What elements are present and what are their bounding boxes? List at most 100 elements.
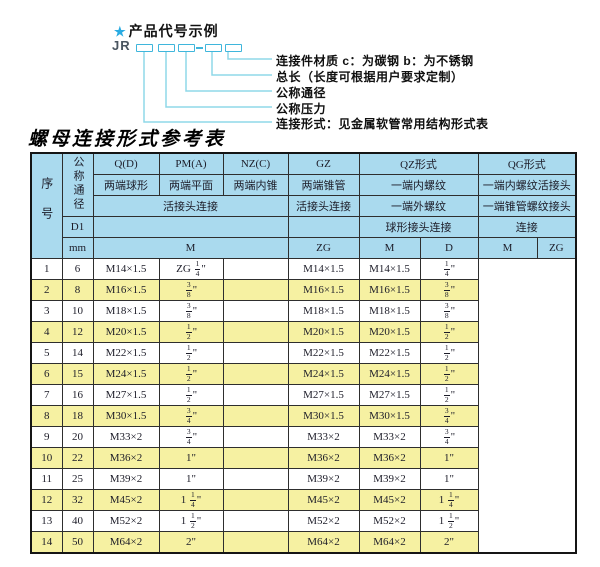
diagram-label: 连接形式：见金属软管常用结构形式表 <box>276 117 489 131</box>
cell-seq: 3 <box>30 300 63 322</box>
header-qz-desc: 一端内螺纹 <box>358 174 479 196</box>
cell-m: M20×1.5 <box>92 321 160 343</box>
table-row: 5 14 M22×1.5 1 2 " M22×1.5 M22×1.5 1 2 " <box>30 342 576 364</box>
cell-m: M39×2 <box>92 468 160 490</box>
table-row: 10 22 M36×2 1" M36×2 M36×2 1" <box>30 447 576 469</box>
cell-qg-zg: 3 4 " <box>419 405 479 427</box>
table-header: 序号 公称通径 Q(D) PM(A) NZ(C) GZ QZ形式 QG形式 两端… <box>30 152 577 259</box>
header-pm-desc: 两端平面 <box>158 174 224 196</box>
cell-seq: 13 <box>30 510 63 532</box>
header-qd-desc: 两端球形 <box>92 174 160 196</box>
cell-m: M18×1.5 <box>92 300 160 322</box>
code-prefix: JR <box>112 38 131 53</box>
cell-qg-zg: 3 4 " <box>419 426 479 448</box>
header-gz: GZ <box>287 152 360 175</box>
table-row: 11 25 M39×2 1" M39×2 M39×2 1" <box>30 468 576 490</box>
header-qg-conn: 连接 <box>477 216 577 238</box>
header-nz: NZ(C) <box>222 152 289 175</box>
header-mm: mm <box>61 237 94 259</box>
cell-qz-m <box>222 384 289 406</box>
cell-zg: 1 2 " <box>158 384 224 406</box>
cell-seq: 2 <box>30 279 63 301</box>
cell-m: M24×1.5 <box>92 363 160 385</box>
cell-qg-zg: 1 2 " <box>419 363 479 385</box>
cell-zg: 3 8 " <box>158 300 224 322</box>
cell-seq: 7 <box>30 384 63 406</box>
diagram-title-text: 产品代号示例 <box>128 23 219 39</box>
cell-dn: 22 <box>61 447 94 469</box>
header-qg-m: M <box>477 237 538 259</box>
cell-dn: 25 <box>61 468 94 490</box>
cell-qz-d: M20×1.5 <box>287 321 360 343</box>
cell-qg-zg: 3 8 " <box>419 279 479 301</box>
cell-qg-zg: 1 2 " <box>419 342 479 364</box>
cell-qz-m <box>222 363 289 385</box>
cell-qz-m <box>222 489 289 511</box>
code-box <box>136 44 153 52</box>
cell-dn: 40 <box>61 510 94 532</box>
cell-qg-m: M18×1.5 <box>358 300 421 322</box>
nut-connection-table: 序号 公称通径 Q(D) PM(A) NZ(C) GZ QZ形式 QG形式 两端… <box>30 152 578 554</box>
cell-m: M16×1.5 <box>92 279 160 301</box>
cell-qz-m <box>222 279 289 301</box>
cell-qg-zg: 1 1 2 " <box>419 510 479 532</box>
table-row: 6 15 M24×1.5 1 2 " M24×1.5 M24×1.5 1 2 " <box>30 363 576 385</box>
cell-qz-d: M24×1.5 <box>287 363 360 385</box>
cell-qg-zg: 3 8 " <box>419 300 479 322</box>
cell-qz-m <box>222 510 289 532</box>
cell-m: M14×1.5 <box>92 258 160 280</box>
cell-seq: 1 <box>30 258 63 280</box>
header-nz-desc: 两端内锥 <box>222 174 289 196</box>
header-qz-conn: 球形接头连接 <box>358 216 479 238</box>
cell-qg-m: M36×2 <box>358 447 421 469</box>
header-union-left: 活接头连接 <box>92 195 289 217</box>
table-row: 9 20 M33×2 3 4 " M33×2 M33×2 3 4 " <box>30 426 576 448</box>
header-qg-desc: 一端内螺纹活接头 <box>477 174 577 196</box>
cell-zg: 1 1 2 " <box>158 510 224 532</box>
header-blank-left <box>92 216 289 238</box>
cell-qg-zg: 2" <box>419 531 479 554</box>
header-union-gz: 活接头连接 <box>287 195 360 217</box>
cell-qz-m <box>222 258 289 280</box>
cell-zg: 1 2 " <box>158 342 224 364</box>
table-row: 4 12 M20×1.5 1 2 " M20×1.5 M20×1.5 1 2 " <box>30 321 576 343</box>
header-dn: 公称通径 <box>61 152 94 217</box>
cell-qz-d: M36×2 <box>287 447 360 469</box>
cell-dn: 32 <box>61 489 94 511</box>
cell-qz-m <box>222 447 289 469</box>
cell-qz-d: M45×2 <box>287 489 360 511</box>
diagram-title: ★ 产品代号示例 <box>114 21 219 41</box>
cell-zg: 1 2 " <box>158 321 224 343</box>
header-m-left: M <box>92 237 289 259</box>
cell-seq: 11 <box>30 468 63 490</box>
diagram-label: 公称压力 <box>276 102 327 116</box>
header-pm: PM(A) <box>158 152 224 175</box>
cell-qg-zg: 1 2 " <box>419 384 479 406</box>
cell-qz-d: M27×1.5 <box>287 384 360 406</box>
cell-qz-m <box>222 300 289 322</box>
cell-qg-zg: 1 2 " <box>419 321 479 343</box>
cell-zg: 2" <box>158 531 224 554</box>
table-row: 8 18 M30×1.5 3 4 " M30×1.5 M30×1.5 3 4 " <box>30 405 576 427</box>
cell-qz-d: M33×2 <box>287 426 360 448</box>
cell-zg: ZG 1 4 " <box>158 258 224 280</box>
cell-qg-m: M14×1.5 <box>358 258 421 280</box>
cell-qz-d: M22×1.5 <box>287 342 360 364</box>
diagram-label: 总长（长度可根据用户要求定制） <box>276 70 464 84</box>
cell-qg-m: M27×1.5 <box>358 384 421 406</box>
cell-dn: 15 <box>61 363 94 385</box>
cell-zg: 1" <box>158 447 224 469</box>
cell-qg-m: M45×2 <box>358 489 421 511</box>
cell-zg: 3 4 " <box>158 426 224 448</box>
cell-qz-d: M64×2 <box>287 531 360 554</box>
cell-zg: 3 8 " <box>158 279 224 301</box>
cell-qz-d: M39×2 <box>287 468 360 490</box>
cell-qz-m <box>222 405 289 427</box>
cell-seq: 12 <box>30 489 63 511</box>
cell-qg-m: M16×1.5 <box>358 279 421 301</box>
header-qg-form: QG形式 <box>477 152 577 175</box>
star-icon: ★ <box>114 24 127 39</box>
cell-seq: 9 <box>30 426 63 448</box>
cell-seq: 10 <box>30 447 63 469</box>
